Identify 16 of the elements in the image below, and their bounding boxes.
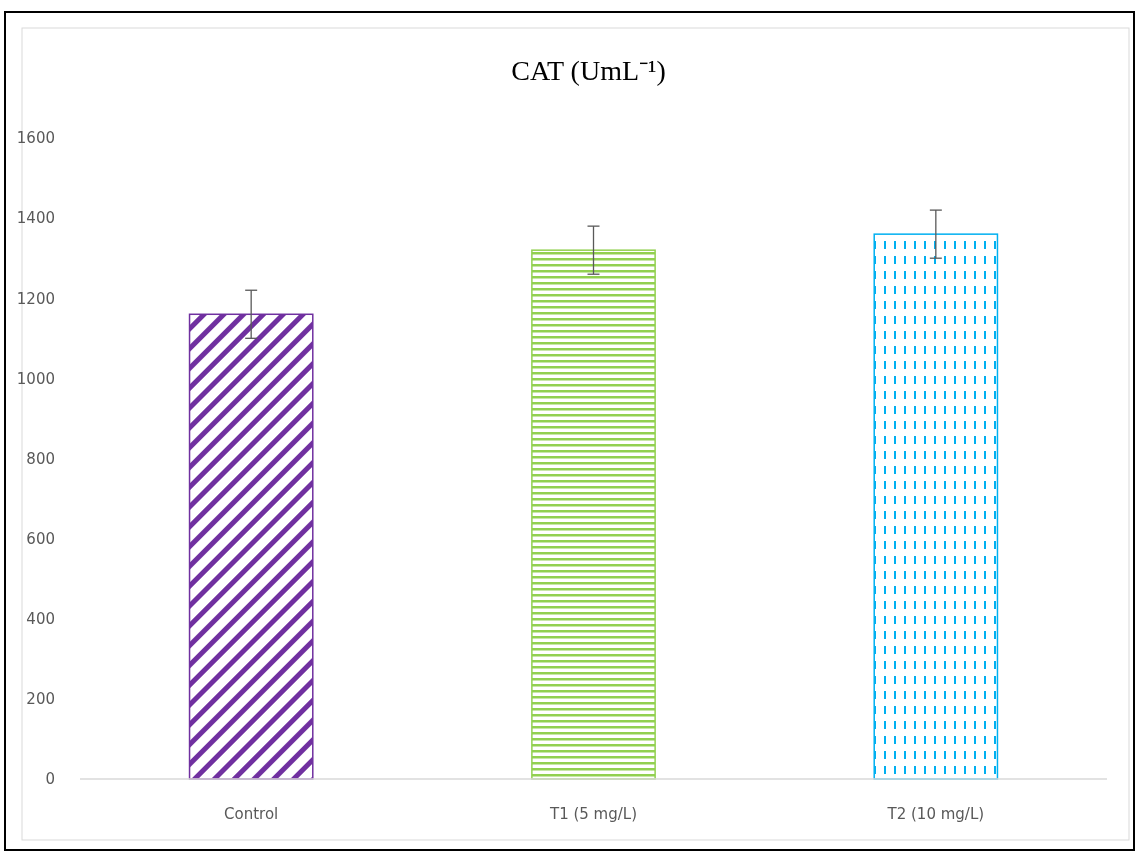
y-tick-label: 200	[26, 690, 55, 709]
y-tick-label: 1600	[16, 129, 55, 148]
y-tick-label: 1000	[16, 369, 55, 388]
y-tick-label: 1200	[16, 289, 55, 308]
y-tick-label: 600	[26, 529, 55, 548]
y-tick-label: 0	[45, 770, 55, 789]
bar	[873, 233, 999, 780]
y-tick-label: 800	[26, 449, 55, 468]
bar	[531, 249, 656, 780]
chart-title: CAT (UmL⁻¹)	[511, 55, 666, 86]
x-tick-label: Control	[224, 805, 279, 823]
x-tick-label: T2 (10 mg/L)	[886, 805, 985, 823]
y-tick-label: 400	[26, 610, 55, 628]
bar	[188, 313, 314, 780]
y-tick-label: 1400	[16, 209, 55, 228]
x-tick-label: T1 (5 mg/L)	[548, 805, 638, 823]
